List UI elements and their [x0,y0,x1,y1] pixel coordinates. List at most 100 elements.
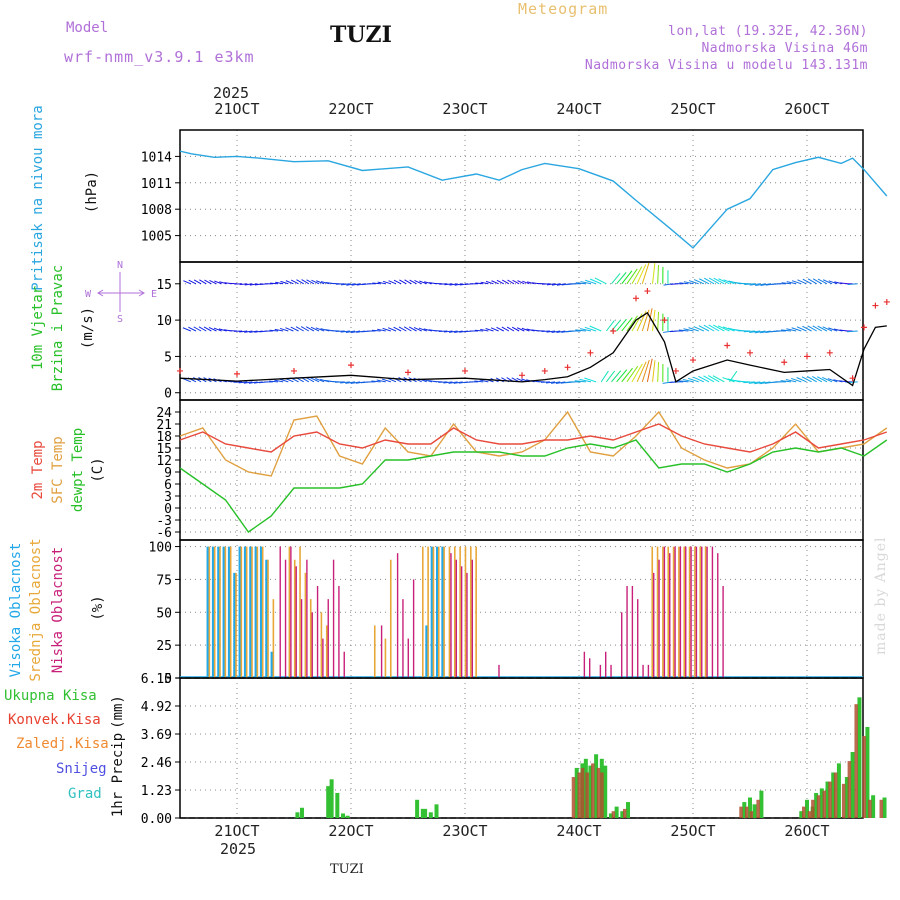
wind-arrow [387,327,397,332]
tick-label: 24 [156,406,172,421]
precip-conv-bar [600,772,604,818]
wind-arrow [516,327,525,332]
temp-unit: (C) [90,457,106,482]
precip-total-bar [831,772,836,818]
wind-arrow [652,360,656,382]
pressure-ylabel: Pritisak na nivou mora [30,105,46,290]
wind-arrow [285,327,294,332]
wind-arrow [743,381,756,384]
wind-arrow [616,272,627,285]
temp-ylabel: 2m Temp [30,440,46,499]
wind-arrow [828,280,838,285]
precip-total-bar [620,811,625,818]
wind-arrow [540,381,550,383]
precip-total-bar [345,815,350,818]
wind-arrow [316,280,325,285]
wind-arrow [708,375,720,383]
tick-label: 15 [156,442,172,457]
wind-arrow [828,327,838,332]
wind-arrow [423,328,433,332]
wind-arrow [377,281,386,285]
wind-arrow [409,279,417,285]
wind-arrow [199,279,207,285]
compass-north: N [117,260,123,271]
precip-conv-bar [802,806,806,818]
wind-arrow [802,278,812,285]
precip-conv-bar [811,799,815,818]
wind-arrow [480,328,489,332]
wind-arrow [605,370,616,383]
temp-ylabel2: SFC Temp [50,436,66,503]
precip-conv-bar [596,767,601,818]
gust-marker [633,295,639,302]
precip-total-bar [341,813,346,818]
wind-arrow [419,280,427,285]
precip-total-bar [805,799,809,818]
wind-arrow [822,326,833,332]
wind-arrow [443,330,453,333]
wind-arrow [319,378,330,383]
wind-arrow [708,324,720,332]
wind-arrow [393,279,402,285]
wind-arrow [693,326,705,332]
wind-arrow [717,325,730,332]
precip-total-bar [742,802,747,818]
wind-arrow [796,326,807,332]
tick-label: 100 [149,541,172,556]
wind-arrow [688,280,699,285]
wind-arrow [641,359,650,382]
wind-arrow [209,279,217,285]
wind-arrow [295,326,304,332]
precip-total-bar [329,779,334,818]
gust-marker [861,324,867,331]
wind-arrow [239,283,248,286]
wind-arrow [786,328,797,332]
precip-conv-bar [745,806,749,818]
footer-station: TUZI [330,862,364,877]
wind-arrow [448,381,458,384]
wind-arrow [546,330,556,333]
wind-arrow [475,282,484,285]
wind-arrow [626,315,638,332]
wind-arrow [414,279,422,285]
wind-arrow [589,325,602,332]
wind-arrow [652,263,656,284]
wind-arrow [408,326,417,332]
wind-arrow [424,281,433,285]
temp-ylabel3: dewpt Temp [70,428,86,512]
precip-total-bar [819,788,824,818]
wind-arrow [611,370,622,383]
wind-arrow [806,376,817,383]
wind-arrow [631,363,643,383]
date-label-top: 22OCT [328,100,373,118]
wind-arrow [453,381,463,384]
wind-arrow [785,379,797,383]
wind-arrow [274,328,284,332]
precip-conv-bar [591,763,595,818]
model-run-label: wrf-nmm_v3.9.1 e3km [64,48,255,66]
precip-total-bar [603,765,608,818]
wind-arrow [600,370,609,383]
gust-marker [234,370,240,377]
tick-label: 4.92 [141,700,172,715]
tick-label: 15 [156,278,172,293]
wind-arrow [193,279,202,285]
precip-total-bar [882,797,887,818]
tick-label: 50 [156,606,172,621]
wind-arrow [580,281,592,285]
wind-arrow [589,278,602,285]
wind-arrow [506,326,515,332]
wind-arrow [631,266,643,285]
precip-total-bar [759,790,764,818]
wind-arrow [479,379,489,383]
wind-arrow [754,330,766,334]
wind-arrow [248,381,258,384]
wind-arrow [341,283,350,286]
wind-arrow [579,328,592,332]
wind-arrow [575,329,586,332]
wind-arrow [269,329,279,332]
wind-arrow [698,325,710,332]
dewpt-line [179,439,888,533]
wind-arrow [376,379,386,383]
gust-marker [872,302,879,309]
